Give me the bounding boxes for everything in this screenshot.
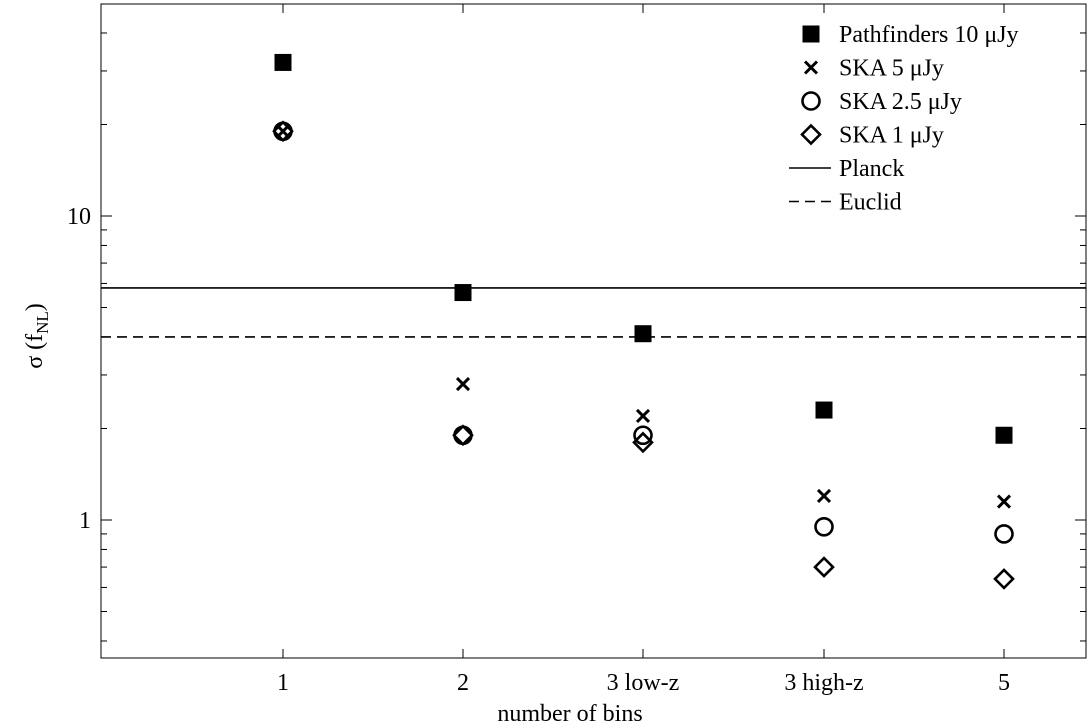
legend-symbol-open-diamond bbox=[800, 123, 822, 146]
cross-stroke bbox=[635, 408, 651, 423]
data-point-open-circle bbox=[814, 516, 834, 537]
cross-stroke bbox=[996, 494, 1012, 509]
y-axis-title-close: ) bbox=[22, 303, 48, 311]
y-tick-label: 1 bbox=[79, 508, 91, 534]
legend-symbol-cross bbox=[803, 60, 819, 75]
data-point-open-diamond bbox=[272, 120, 294, 143]
data-point-filled-square bbox=[634, 325, 652, 343]
data-point-open-diamond bbox=[813, 556, 835, 578]
y-axis-ticks: 1 10 bbox=[67, 32, 1086, 642]
data-point-filled-square bbox=[815, 401, 833, 419]
data-point-filled-square bbox=[995, 426, 1013, 444]
legend: Pathfinders 10 μJy SKA 5 μJy SKA 2.5 μJy SK… bbox=[789, 22, 1019, 216]
legend-label: Euclid bbox=[839, 190, 902, 216]
cross-stroke bbox=[816, 488, 832, 503]
y-tick-label: 10 bbox=[67, 204, 91, 230]
legend-symbol-filled-square bbox=[802, 25, 820, 43]
legend-label: Planck bbox=[839, 156, 904, 182]
x-axis-ticks: 1 2 3 low-z 3 high-z 5 bbox=[277, 4, 1010, 696]
x-tick-label: 3 low-z bbox=[607, 670, 680, 696]
reference-lines bbox=[101, 287, 1086, 338]
data-point-open-diamond bbox=[632, 431, 654, 454]
plot-area-border bbox=[100, 3, 1087, 659]
data-point-cross bbox=[816, 488, 832, 503]
y-axis-title-main: σ (f bbox=[22, 334, 48, 369]
x-tick-label: 3 high-z bbox=[784, 670, 863, 696]
x-tick-label: 2 bbox=[457, 670, 469, 696]
plot-frame bbox=[100, 3, 1087, 659]
data-point-open-circle bbox=[453, 425, 473, 446]
x-axis-title: number of bins bbox=[497, 701, 642, 727]
cross-stroke bbox=[803, 60, 819, 75]
y-axis-title-subscript: NL bbox=[33, 311, 52, 334]
cross-stroke bbox=[455, 377, 471, 392]
series-3 bbox=[272, 120, 1015, 590]
x-tick-label: 1 bbox=[277, 670, 289, 696]
data-point-open-circle bbox=[994, 524, 1014, 544]
data-point-cross bbox=[455, 377, 471, 392]
data-markers bbox=[272, 53, 1015, 590]
legend-label: SKA 2.5 μJy bbox=[839, 89, 962, 115]
data-point-filled-square bbox=[454, 284, 472, 302]
data-point-cross bbox=[635, 408, 651, 423]
legend-symbol-open-circle bbox=[801, 91, 821, 111]
legend-label: SKA 5 μJy bbox=[839, 56, 944, 82]
series-0 bbox=[274, 53, 1013, 444]
data-point-open-diamond bbox=[993, 568, 1015, 590]
legend-label: SKA 1 μJy bbox=[839, 123, 944, 149]
data-point-open-diamond bbox=[452, 424, 474, 447]
data-point-open-circle bbox=[633, 425, 653, 446]
data-point-cross bbox=[996, 494, 1012, 509]
x-tick-label: 5 bbox=[998, 670, 1010, 696]
y-axis-title: σ (fNL) bbox=[22, 303, 52, 369]
data-point-filled-square bbox=[274, 53, 292, 71]
legend-label: Pathfinders 10 μJy bbox=[839, 22, 1019, 48]
